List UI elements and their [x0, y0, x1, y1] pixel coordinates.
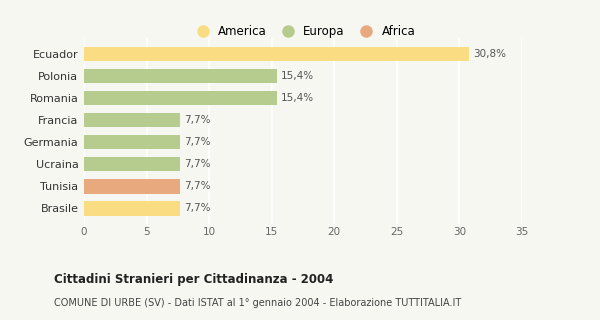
Bar: [84, 135, 181, 149]
Bar: [84, 157, 181, 172]
Text: COMUNE DI URBE (SV) - Dati ISTAT al 1° gennaio 2004 - Elaborazione TUTTITALIA.IT: COMUNE DI URBE (SV) - Dati ISTAT al 1° g…: [54, 298, 461, 308]
Legend: America, Europa, Africa: America, Europa, Africa: [186, 20, 420, 43]
Text: 7,7%: 7,7%: [184, 159, 211, 169]
Text: 7,7%: 7,7%: [184, 115, 211, 125]
Bar: [84, 113, 181, 127]
Text: 7,7%: 7,7%: [184, 204, 211, 213]
Bar: [84, 69, 277, 83]
Bar: [84, 201, 181, 216]
Bar: [84, 179, 181, 194]
Text: Cittadini Stranieri per Cittadinanza - 2004: Cittadini Stranieri per Cittadinanza - 2…: [54, 273, 334, 286]
Bar: [84, 47, 469, 61]
Text: 15,4%: 15,4%: [280, 71, 314, 81]
Text: 7,7%: 7,7%: [184, 181, 211, 191]
Text: 30,8%: 30,8%: [473, 49, 506, 59]
Text: 15,4%: 15,4%: [280, 93, 314, 103]
Text: 7,7%: 7,7%: [184, 137, 211, 147]
Bar: [84, 91, 277, 105]
